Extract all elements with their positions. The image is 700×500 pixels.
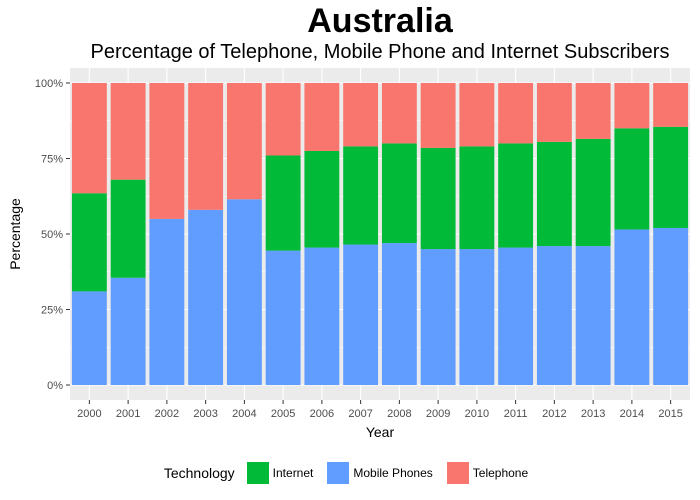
chart-title: Australia: [307, 2, 453, 40]
x-tick-label-2012: 2012: [542, 408, 566, 420]
legend-label-internet: Internet: [272, 466, 314, 480]
bar-mobile-phones-2003: [188, 209, 224, 385]
x-tick-label-2013: 2013: [581, 408, 605, 420]
legend-label-mobile-phones: Mobile Phones: [353, 466, 433, 480]
bar-mobile-phones-2009: [420, 249, 456, 385]
bar-telephone-2005: [265, 83, 301, 156]
bar-telephone-2003: [188, 83, 224, 210]
x-tick-label-2003: 2003: [193, 408, 217, 420]
bar-mobile-phones-2001: [110, 277, 146, 385]
bar-mobile-phones-2010: [459, 249, 495, 385]
x-tick-label-2009: 2009: [426, 408, 450, 420]
legend-item-internet: Internet: [246, 462, 314, 484]
bar-mobile-phones-2005: [265, 250, 301, 385]
y-tick-label-4: 100%: [35, 78, 63, 90]
y-tick-label-3: 75%: [41, 154, 63, 166]
legend: Technology Internet Mobile Phones Teleph…: [0, 458, 700, 488]
bar-mobile-phones-2006: [304, 247, 340, 385]
bar-telephone-2011: [498, 83, 534, 144]
bar-mobile-phones-2011: [498, 247, 534, 385]
bar-internet-2009: [420, 147, 456, 250]
bar-internet-2015: [653, 126, 689, 228]
bar-telephone-2007: [343, 83, 379, 147]
bar-telephone-2008: [381, 83, 417, 144]
bar-internet-2005: [265, 155, 301, 251]
bar-mobile-phones-2013: [575, 246, 611, 385]
bar-mobile-phones-2007: [343, 244, 379, 385]
x-tick-label-2007: 2007: [348, 408, 372, 420]
bar-mobile-phones-2014: [614, 229, 650, 385]
bar-telephone-2009: [420, 83, 456, 148]
x-tick-label-2008: 2008: [387, 408, 411, 420]
y-tick-label-2: 50%: [41, 229, 63, 241]
x-tick-label-2010: 2010: [465, 408, 489, 420]
bar-internet-2001: [110, 179, 146, 278]
legend-swatch-mobile-phones: [327, 462, 350, 484]
bar-telephone-2015: [653, 83, 689, 127]
bar-mobile-phones-2012: [536, 246, 572, 385]
x-tick-label-2001: 2001: [116, 408, 140, 420]
stacked-bar-chart: 0% 25% 50% 75% 100% 2000 2001 2002 2003 2004 2005 2…: [7, 68, 690, 440]
bar-telephone-2010: [459, 83, 495, 147]
legend-item-telephone: Telephone: [446, 462, 529, 484]
bar-telephone-2006: [304, 83, 340, 151]
legend-title: Technology: [163, 465, 235, 481]
bar-internet-2013: [575, 138, 611, 247]
bar-mobile-phones-2002: [149, 218, 185, 385]
bar-telephone-2004: [226, 83, 262, 200]
bar-internet-2011: [498, 143, 534, 248]
bar-internet-2014: [614, 128, 650, 230]
bar-mobile-phones-2015: [653, 227, 689, 385]
bar-telephone-2012: [536, 83, 572, 142]
bar-mobile-phones-2004: [226, 199, 262, 385]
x-tick-label-2011: 2011: [504, 408, 528, 420]
bar-internet-2006: [304, 150, 340, 248]
bar-internet-2007: [343, 146, 379, 245]
x-tick-label-2000: 2000: [77, 408, 101, 420]
bar-internet-2008: [381, 143, 417, 244]
x-axis-label: Year: [366, 424, 395, 440]
x-tick-label-2006: 2006: [310, 408, 334, 420]
y-axis-label: Percentage: [7, 198, 23, 270]
y-tick-label-0: 0%: [47, 380, 63, 392]
bar-telephone-2002: [149, 83, 185, 219]
bar-mobile-phones-2000: [71, 291, 107, 385]
bar-telephone-2001: [110, 83, 146, 180]
bar-internet-2000: [71, 193, 107, 292]
legend-label-telephone: Telephone: [472, 466, 529, 480]
chart-subtitle: Percentage of Telephone, Mobile Phone an…: [90, 41, 670, 63]
bar-telephone-2013: [575, 83, 611, 139]
legend-swatch-telephone: [446, 462, 469, 484]
bar-internet-2010: [459, 146, 495, 250]
legend-swatch-internet: [246, 462, 269, 484]
x-tick-label-2005: 2005: [271, 408, 295, 420]
bar-mobile-phones-2008: [381, 243, 417, 385]
bar-telephone-2014: [614, 83, 650, 129]
y-tick-label-1: 25%: [41, 305, 63, 317]
x-tick-label-2014: 2014: [620, 408, 644, 420]
legend-item-mobile-phones: Mobile Phones: [327, 462, 433, 484]
x-tick-label-2004: 2004: [232, 408, 256, 420]
x-tick-label-2002: 2002: [155, 408, 179, 420]
bar-internet-2012: [536, 141, 572, 247]
x-tick-label-2015: 2015: [658, 408, 682, 420]
bar-telephone-2000: [71, 83, 107, 194]
